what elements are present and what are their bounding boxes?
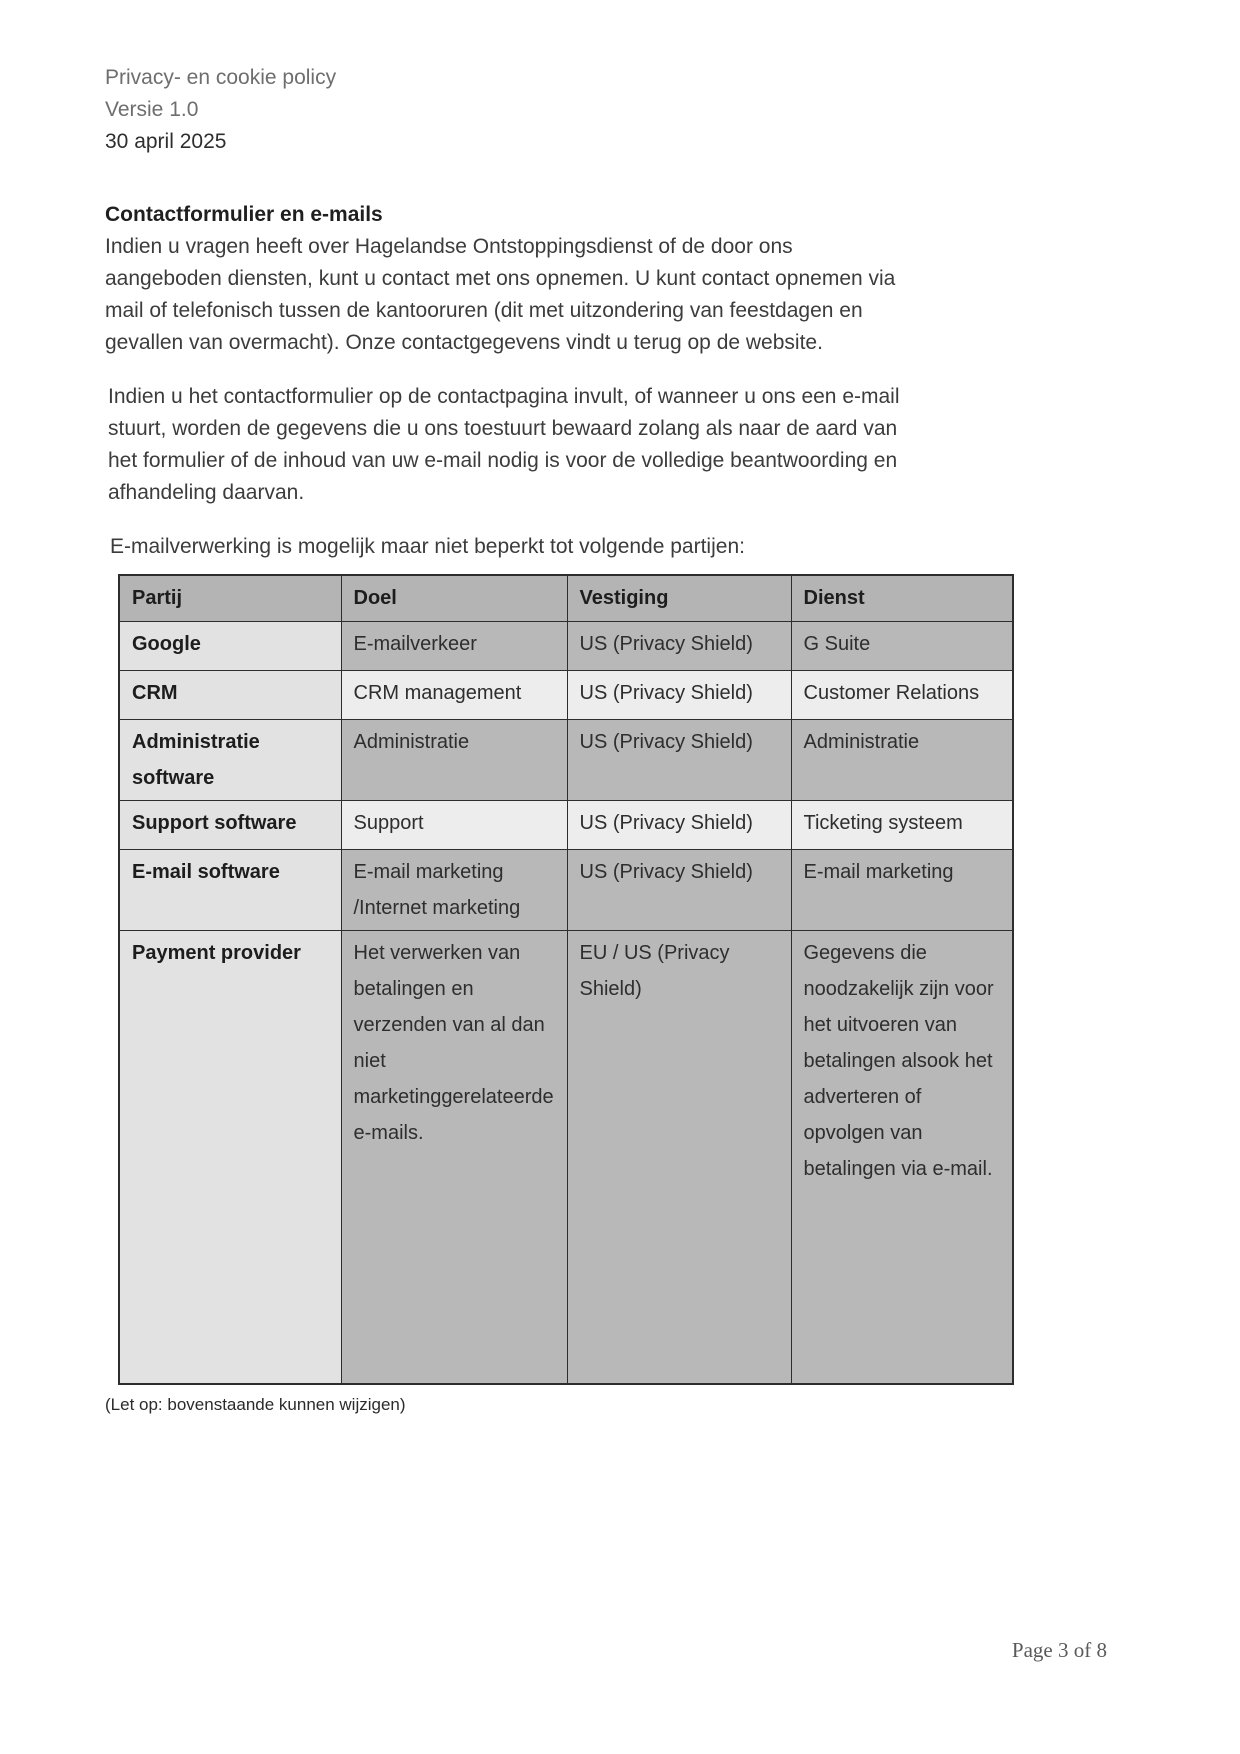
cell-doel: Administratie	[340, 718, 568, 801]
cell-vestiging: EU / US (Privacy Shield)	[566, 929, 792, 1385]
paragraph-contact-info: Indien u vragen heeft over Hagelandse On…	[105, 231, 1107, 359]
cell-partij: Google	[118, 620, 342, 671]
cell-vestiging: US (Privacy Shield)	[566, 848, 792, 931]
paragraph-line: afhandeling daarvan.	[108, 481, 305, 504]
paragraph-line: mail of telefonisch tussen de kantoorure…	[105, 299, 863, 322]
cell-doel: E-mailverkeer	[340, 620, 568, 671]
paragraph-line: Indien u vragen heeft over Hagelandse On…	[105, 235, 793, 258]
column-header-dienst: Dienst	[790, 574, 1014, 622]
paragraph-line: gevallen van overmacht). Onze contactgeg…	[105, 331, 823, 354]
paragraph-line: stuurt, worden de gegevens die u ons toe…	[108, 417, 898, 440]
paragraph-line: het formulier of de inhoud van uw e-mail…	[108, 449, 898, 472]
table-header-row: Partij Doel Vestiging Dienst	[118, 574, 1014, 622]
cell-partij: Administratie software	[118, 718, 342, 801]
cell-vestiging: US (Privacy Shield)	[566, 718, 792, 801]
paragraph-form-handling: Indien u het contactformulier op de cont…	[105, 381, 1107, 509]
table-row: Administratie software Administratie US …	[118, 718, 1014, 801]
column-header-doel: Doel	[340, 574, 568, 622]
section-heading: Contactformulier en e-mails	[105, 203, 383, 226]
cell-partij: Payment provider	[118, 929, 342, 1385]
cell-dienst: Gegevens die noodzakelijk zijn voor het …	[790, 929, 1014, 1385]
cell-dienst: E-mail marketing	[790, 848, 1014, 931]
table-row: Google E-mailverkeer US (Privacy Shield)…	[118, 620, 1014, 671]
cell-dienst: Customer Relations	[790, 669, 1014, 720]
table-note: (Let op: bovenstaande kunnen wijzigen)	[105, 1395, 406, 1414]
page-number: Page 3 of 8	[1011, 1638, 1107, 1662]
table-row: Payment provider Het verwerken van betal…	[118, 929, 1014, 1385]
cell-doel: E-mail marketing /Internet marketing	[340, 848, 568, 931]
cell-vestiging: US (Privacy Shield)	[566, 620, 792, 671]
doc-title: Privacy- en cookie policy	[105, 66, 337, 89]
cell-vestiging: US (Privacy Shield)	[566, 799, 792, 850]
page-content: Privacy- en cookie policy Versie 1.0 30 …	[105, 62, 1107, 1662]
doc-date: 30 april 2025	[105, 130, 227, 153]
column-header-partij: Partij	[118, 574, 342, 622]
doc-version: Versie 1.0	[105, 98, 199, 121]
doc-header: Privacy- en cookie policy Versie 1.0 30 …	[105, 62, 1107, 158]
cell-vestiging: US (Privacy Shield)	[566, 669, 792, 720]
table-row: CRM CRM management US (Privacy Shield) C…	[118, 669, 1014, 720]
table-intro-text: E-mailverwerking is mogelijk maar niet b…	[110, 535, 745, 558]
cell-dienst: Ticketing systeem	[790, 799, 1014, 850]
cell-doel: Support	[340, 799, 568, 850]
paragraph-line: Indien u het contactformulier op de cont…	[108, 385, 900, 408]
cell-dienst: G Suite	[790, 620, 1014, 671]
paragraph-line: aangeboden diensten, kunt u contact met …	[105, 267, 896, 290]
cell-doel: Het verwerken van betalingen en verzende…	[340, 929, 568, 1385]
cell-partij: Support software	[118, 799, 342, 850]
column-header-vestiging: Vestiging	[566, 574, 792, 622]
email-processing-parties-table: Partij Doel Vestiging Dienst Google E-ma…	[118, 574, 1014, 1385]
cell-doel: CRM management	[340, 669, 568, 720]
cell-partij: CRM	[118, 669, 342, 720]
cell-dienst: Administratie	[790, 718, 1014, 801]
table-row: E-mail software E-mail marketing /Intern…	[118, 848, 1014, 931]
table-row: Support software Support US (Privacy Shi…	[118, 799, 1014, 850]
cell-partij: E-mail software	[118, 848, 342, 931]
